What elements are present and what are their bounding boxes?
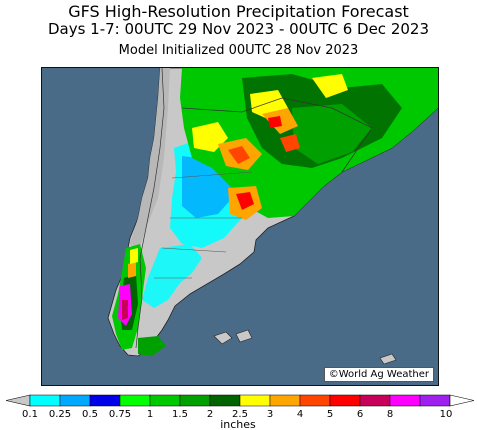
colorbar-tick-label: 2 — [207, 409, 213, 420]
colorbar-tick-label: 3 — [267, 409, 273, 420]
colorbar-swatch — [299, 394, 331, 407]
colorbar-tick-label: 0.75 — [109, 409, 131, 420]
precip-red-1 — [228, 146, 250, 164]
precip-andes-crimson — [122, 300, 128, 320]
precip-tierra-del-fuego — [138, 336, 166, 356]
colorbar-swatches — [5, 394, 475, 407]
precip-red-4 — [268, 116, 282, 128]
colorbar-tick-label: 0.25 — [49, 409, 71, 420]
forecast-period: Days 1-7: 00UTC 29 Nov 2023 - 00UTC 6 De… — [47, 20, 429, 38]
colorbar-swatch — [329, 394, 361, 407]
colorbar-swatch — [29, 394, 61, 407]
colorbar-swatch — [59, 394, 91, 407]
border-argentina-chile — [135, 68, 165, 349]
precip-yellow-3 — [312, 74, 348, 98]
colorbar-min-arrow — [5, 394, 31, 407]
colorbar-swatch — [149, 394, 181, 407]
model-init-time: Model Initialized 00UTC 28 Nov 2023 — [118, 43, 359, 58]
colorbar-tick-label: 6 — [357, 409, 363, 420]
colorbar-tick-label: 0.5 — [82, 409, 98, 420]
border-provinces — [154, 171, 253, 279]
colorbar-unit-label: inches — [220, 418, 256, 430]
colorbar-tick-label: 0.1 — [22, 409, 38, 420]
map-canvas — [42, 68, 438, 385]
precip-green-east — [292, 104, 372, 164]
colorbar-tick-label: 1 — [147, 409, 153, 420]
south-georgia — [379, 353, 397, 365]
colorbar-tick-label: 10 — [440, 409, 453, 420]
precip-andes-yellow — [130, 248, 138, 264]
copyright-label: ©World Ag Weather — [323, 367, 434, 382]
colorbar-swatch — [239, 394, 271, 407]
colorbar-labels: 0.1 0.25 0.5 0.75 1 1.5 2 2.5 3 4 5 6 8 10 — [22, 409, 452, 420]
map-title: GFS High-Resolution Precipitation Foreca… — [68, 2, 409, 21]
precip-colorbar: 0.1 0.25 0.5 0.75 1 1.5 2 2.5 3 4 5 6 8 10 inches — [5, 394, 475, 430]
chile-coastal-strip — [130, 68, 170, 258]
colorbar-tick-label: 8 — [387, 409, 393, 420]
colorbar-swatch — [359, 394, 391, 407]
colorbar-swatch — [209, 394, 241, 407]
colorbar-tick-label: 2.5 — [232, 409, 248, 420]
precip-red-3 — [280, 134, 300, 152]
colorbar-swatch — [269, 394, 301, 407]
precipitation-map: ©World Ag Weather — [41, 67, 439, 386]
precip-cyan-patagonia — [142, 244, 202, 308]
colorbar-max-arrow — [449, 394, 475, 407]
precip-andes-orange — [128, 262, 136, 278]
colorbar-tick-label: 4 — [297, 409, 303, 420]
colorbar-swatch — [119, 394, 151, 407]
colorbar-tick-label: 1.5 — [172, 409, 188, 420]
colorbar-swatch — [389, 394, 421, 407]
colorbar-swatch — [179, 394, 211, 407]
falkland-islands — [213, 329, 253, 345]
colorbar-swatch — [419, 394, 451, 407]
border-argentina-north — [181, 97, 373, 173]
precip-red-2 — [236, 192, 254, 210]
colorbar-swatch — [89, 394, 121, 407]
colorbar-tick-label: 5 — [327, 409, 333, 420]
